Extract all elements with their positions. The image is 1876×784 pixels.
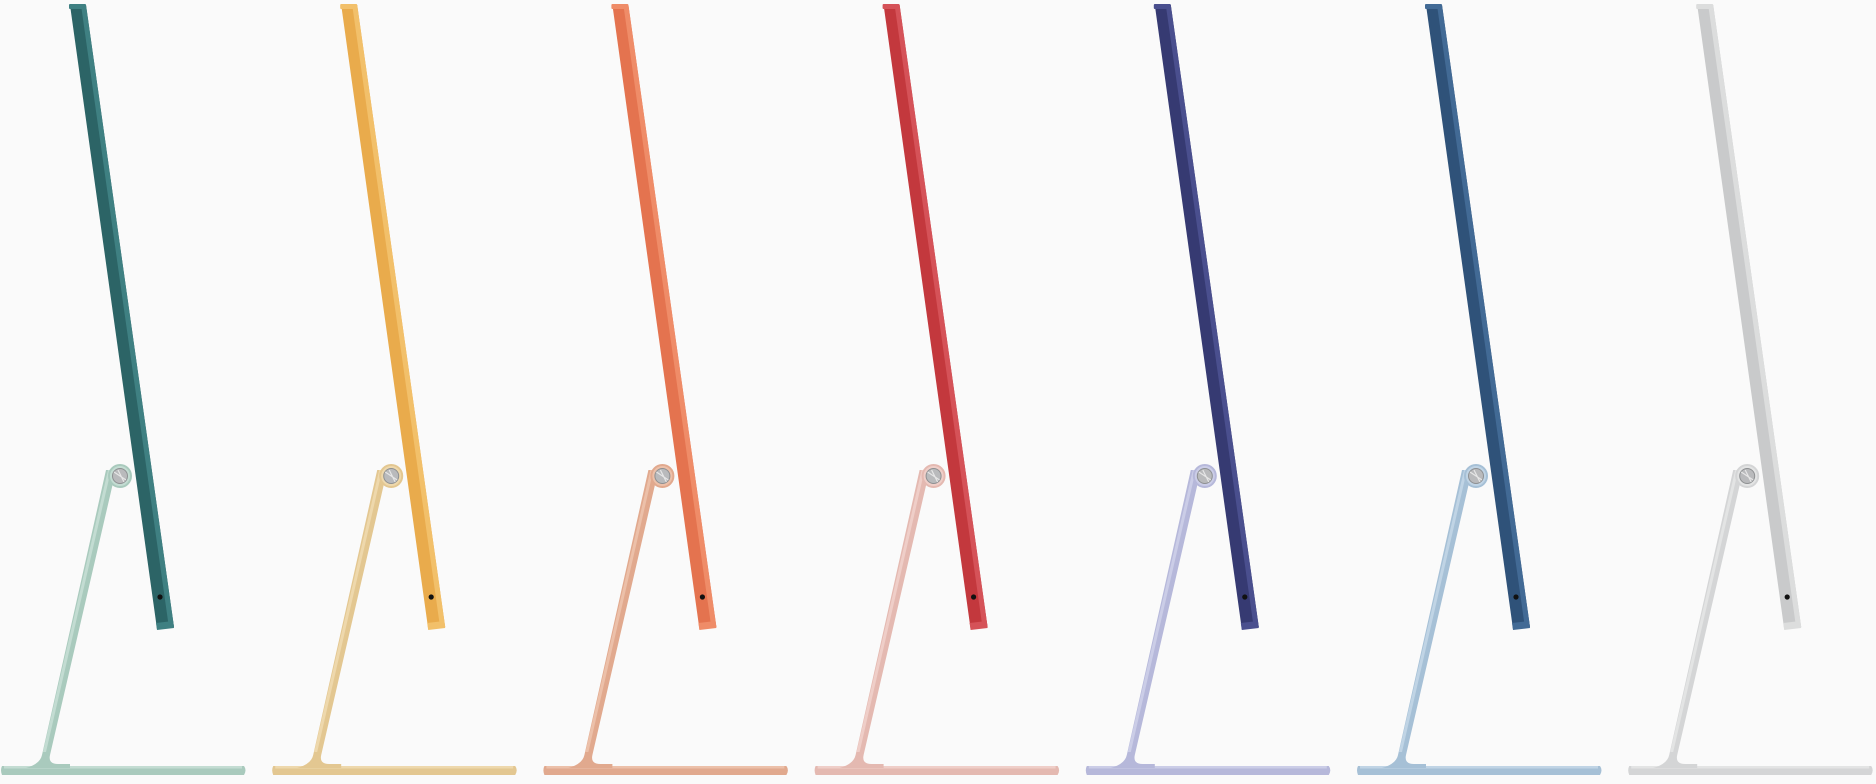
- stand-base-highlight: [1631, 766, 1870, 769]
- port-dot: [699, 594, 705, 600]
- hinge-shine: [1469, 469, 1483, 483]
- display-top-cap: [1696, 4, 1714, 9]
- stand-arm: [1653, 470, 1744, 768]
- stand-arm-highlight: [314, 470, 383, 752]
- stand-arm-highlight: [43, 470, 111, 752]
- display-bottom-cap: [969, 621, 988, 630]
- stand-arm: [1110, 470, 1201, 768]
- stand-arm-highlight: [1127, 470, 1196, 752]
- display-top-cap: [1153, 4, 1171, 9]
- stand-arm: [297, 470, 388, 768]
- display-top-cap: [611, 4, 629, 9]
- display-edge-highlight: [81, 5, 174, 628]
- stand-arm: [26, 470, 116, 768]
- stand-arm-highlight: [856, 470, 925, 752]
- display-top-cap: [69, 4, 86, 9]
- display-bottom-cap: [1783, 621, 1802, 630]
- display-bottom-cap: [1512, 621, 1530, 630]
- stand-arm-highlight: [585, 470, 654, 752]
- stand-base-highlight: [817, 766, 1056, 769]
- display-bottom-cap: [156, 621, 174, 630]
- port-dot: [1784, 594, 1790, 600]
- imac-blue: [1357, 4, 1602, 775]
- display-bottom-cap: [1240, 621, 1259, 630]
- display-top-cap: [1425, 4, 1442, 9]
- stand-base-highlight: [4, 766, 242, 769]
- hinge-shine: [384, 469, 398, 483]
- stand-arm: [839, 470, 930, 768]
- port-dot: [157, 594, 163, 600]
- stand-base-highlight: [546, 766, 785, 769]
- display-edge-highlight: [1708, 5, 1802, 628]
- display-edge-highlight: [623, 5, 717, 628]
- display-bottom-cap: [427, 621, 446, 630]
- imac-green: [1, 4, 246, 775]
- display-bottom-cap: [698, 621, 717, 630]
- stand-arm-highlight: [1670, 470, 1739, 752]
- stand-arm: [568, 470, 659, 768]
- imac-pink: [814, 4, 1060, 775]
- stand-base-highlight: [275, 766, 514, 769]
- hinge-shine: [113, 469, 127, 483]
- stand-base-highlight: [1360, 766, 1598, 769]
- stand-arm: [1382, 470, 1472, 768]
- display-top-cap: [882, 4, 900, 9]
- port-dot: [1513, 594, 1519, 600]
- imac-orange: [543, 4, 788, 775]
- hinge-shine: [1740, 469, 1754, 483]
- hinge-shine: [927, 469, 940, 483]
- display-edge-highlight: [1437, 5, 1530, 628]
- port-dot: [971, 594, 977, 600]
- hinge-shine: [1198, 469, 1212, 483]
- display-edge-highlight: [894, 5, 988, 628]
- stand-arm-highlight: [1399, 470, 1467, 752]
- hinge-shine: [656, 469, 669, 483]
- port-dot: [428, 594, 434, 600]
- display-edge-highlight: [352, 5, 446, 628]
- imac-yellow: [272, 4, 517, 775]
- stand-base-highlight: [1088, 766, 1327, 769]
- display-edge-highlight: [1165, 5, 1259, 628]
- port-dot: [1242, 594, 1248, 600]
- imac-purple: [1085, 4, 1331, 775]
- display-top-cap: [340, 4, 358, 9]
- imac-silver: [1628, 4, 1873, 775]
